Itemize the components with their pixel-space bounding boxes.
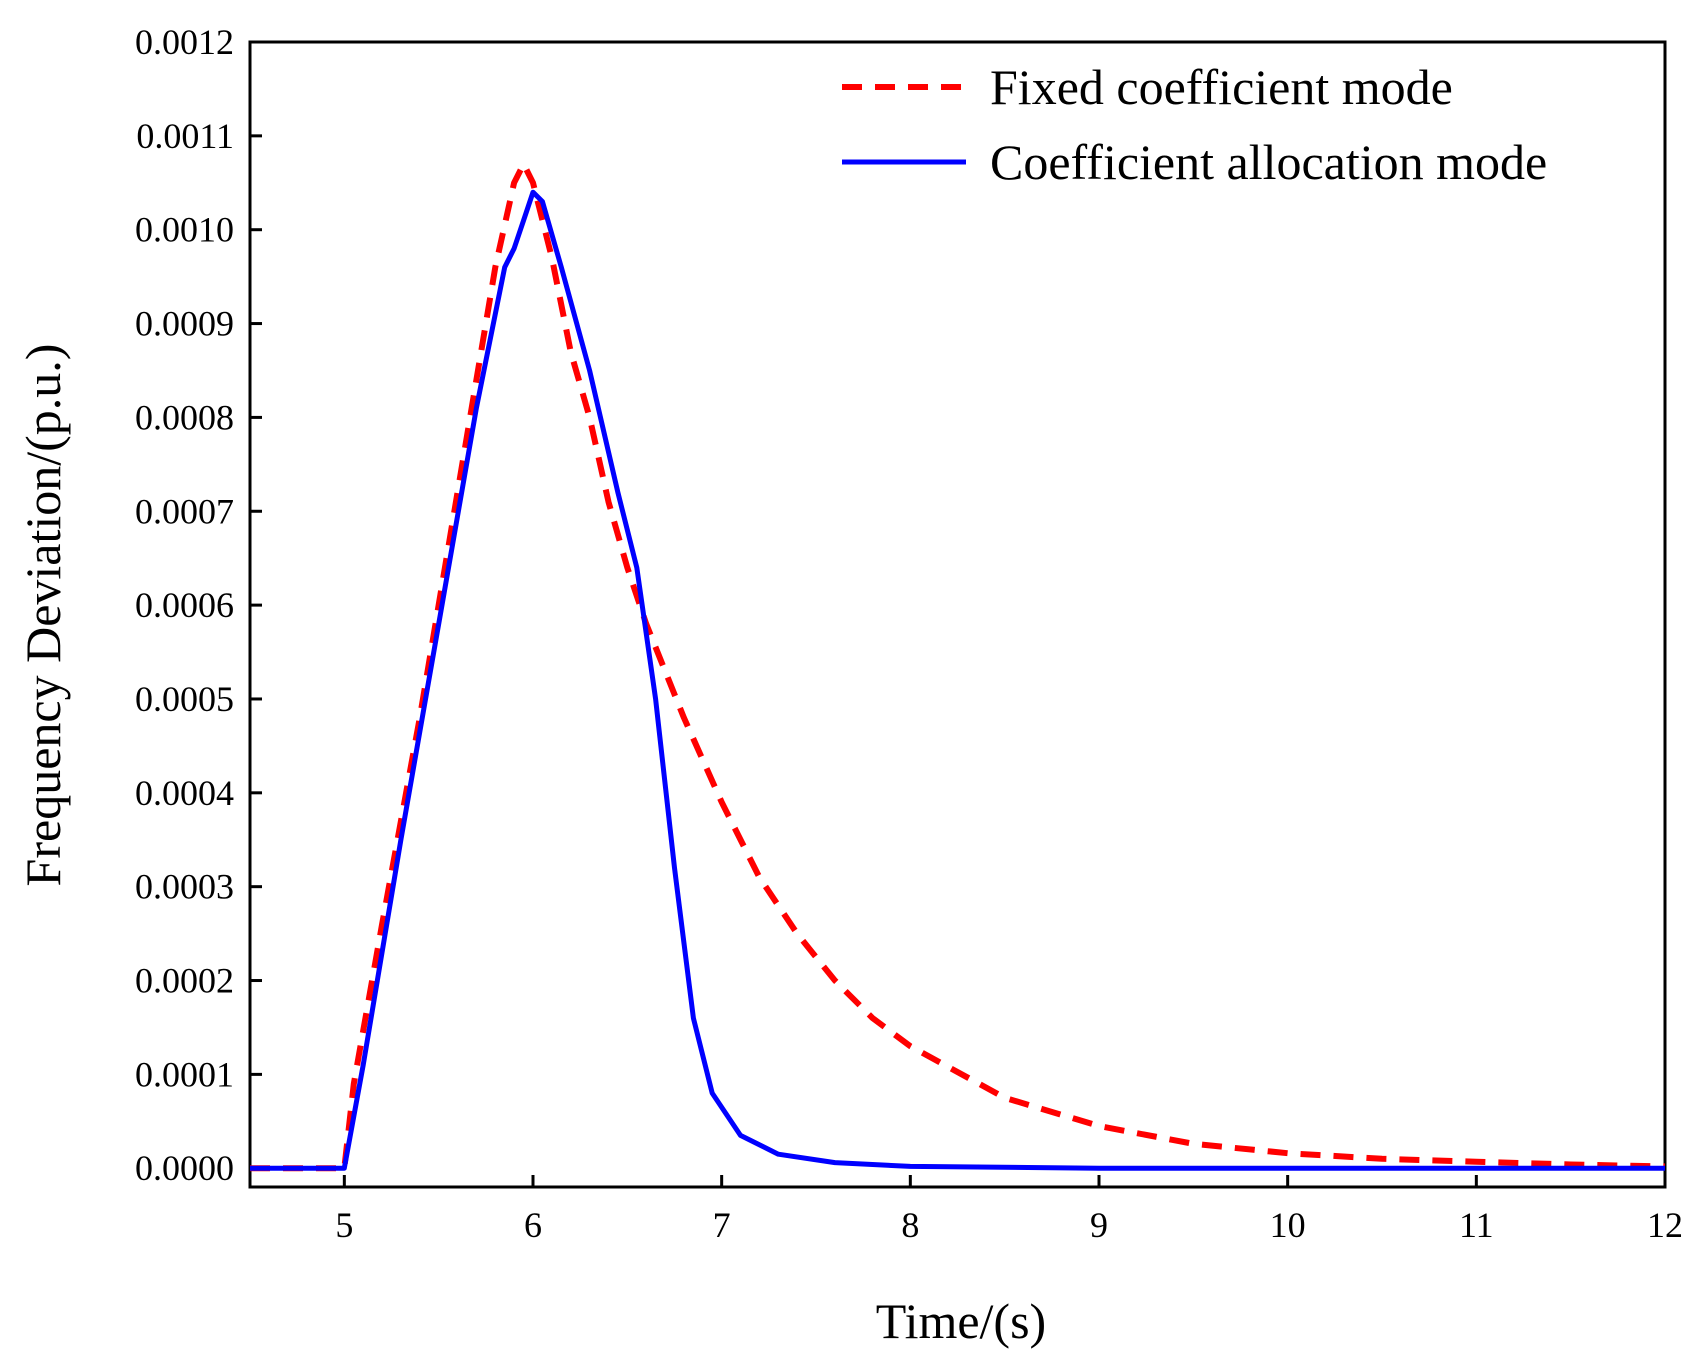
x-tick-label: 9 xyxy=(1090,1205,1108,1245)
x-tick-label: 12 xyxy=(1647,1205,1683,1245)
y-tick-label: 0.0004 xyxy=(135,773,234,813)
y-tick-label: 0.0002 xyxy=(135,961,234,1001)
legend: Fixed coefficient mode Coefficient alloca… xyxy=(842,59,1547,190)
y-tick-label: 0.0000 xyxy=(135,1148,234,1188)
x-tick-label: 6 xyxy=(524,1205,542,1245)
series-layer xyxy=(250,161,1666,1172)
x-tick-label: 8 xyxy=(901,1205,919,1245)
y-tick-label: 0.0001 xyxy=(135,1054,234,1094)
y-tick-label: 0.0006 xyxy=(135,585,234,625)
y-tick-label: 0.0010 xyxy=(135,210,234,250)
y-tick-label: 0.0012 xyxy=(135,22,234,62)
y-tick-label: 0.0009 xyxy=(135,304,234,344)
y-axis-title: Frequency Deviation/(p.u.) xyxy=(15,344,71,887)
plot-border xyxy=(248,40,1667,1189)
x-tick-label: 11 xyxy=(1459,1205,1494,1245)
y-tick-label: 0.0005 xyxy=(135,679,234,719)
y-tick-label: 0.0011 xyxy=(136,116,234,156)
legend-label-1: Fixed coefficient mode xyxy=(990,59,1453,115)
x-tick-label: 10 xyxy=(1270,1205,1306,1245)
series-line-1 xyxy=(250,161,1666,1172)
y-tick-label: 0.0007 xyxy=(135,491,234,531)
y-axis-ticks: 0.0000 0.0001 0.0002 0.0003 0.0004 0.0005 0.00… xyxy=(135,22,262,1188)
y-tick-label: 0.0008 xyxy=(135,397,234,437)
x-axis-title: Time/(s) xyxy=(876,1293,1046,1349)
x-tick-label: 5 xyxy=(335,1205,353,1245)
x-axis-ticks: 5 6 7 8 9 10 11 12 xyxy=(335,1175,1683,1245)
series-line-2 xyxy=(250,189,1665,1171)
x-tick-label: 7 xyxy=(713,1205,731,1245)
y-tick-label: 0.0003 xyxy=(135,867,234,907)
legend-label-2: Coefficient allocation mode xyxy=(990,134,1547,190)
plot-frame xyxy=(248,40,1667,1189)
